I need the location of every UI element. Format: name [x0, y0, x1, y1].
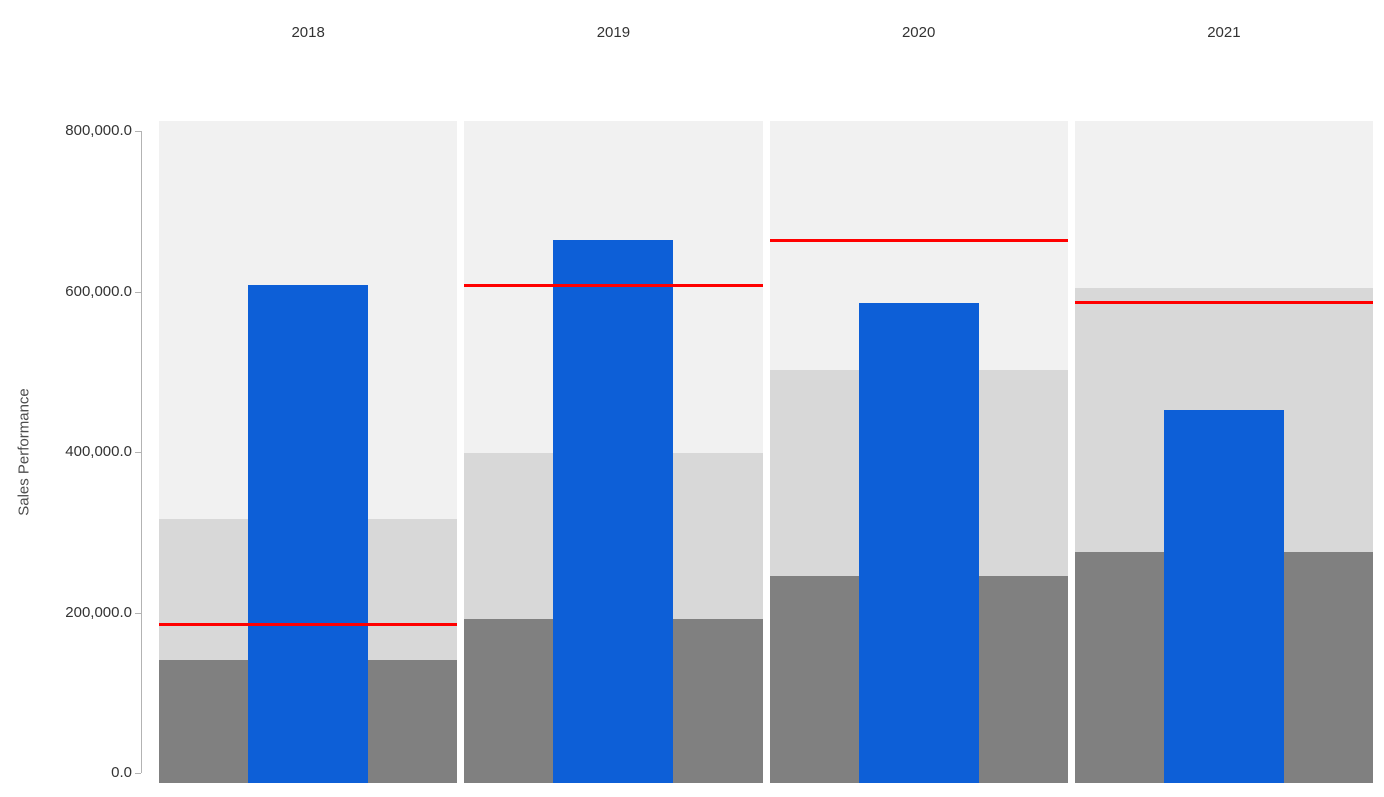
category-label-2021: 2021: [1207, 24, 1241, 41]
y-axis-tick-label: 200,000.0: [65, 603, 132, 621]
y-axis-tick-label: 0.0: [111, 764, 132, 781]
target-line-2019: [464, 283, 763, 287]
target-line-2018: [159, 623, 458, 627]
target-line-2020: [769, 238, 1068, 242]
target-line-2021: [1074, 301, 1373, 305]
actual-sales-bar-2020[interactable]: [858, 302, 979, 783]
y-axis-tick-mark: [135, 452, 141, 453]
y-axis-tick-mark: [135, 131, 141, 132]
actual-sales-bar-2021[interactable]: [1163, 410, 1284, 783]
y-axis-tick-label: 800,000.0: [65, 122, 132, 139]
panel-2020: [769, 121, 1068, 783]
y-axis-tick-label: 600,000.0: [65, 282, 132, 300]
category-label-2018: 2018: [291, 24, 325, 41]
category-label-2020: 2020: [901, 24, 936, 41]
y-axis-tick-mark: [135, 773, 141, 774]
panel-2021: [1074, 121, 1373, 783]
panel-2018: [159, 121, 458, 783]
panel-2019: [464, 121, 763, 783]
y-axis-tick-mark: [135, 291, 141, 293]
category-label-2019: 2019: [596, 24, 631, 41]
y-axis-tick-mark: [135, 612, 141, 614]
actual-sales-bar-2018[interactable]: [248, 285, 369, 783]
actual-sales-bar-2019[interactable]: [553, 240, 674, 783]
y-axis-tick-label: 400,000.0: [65, 443, 132, 460]
y-axis-line: [141, 131, 142, 773]
